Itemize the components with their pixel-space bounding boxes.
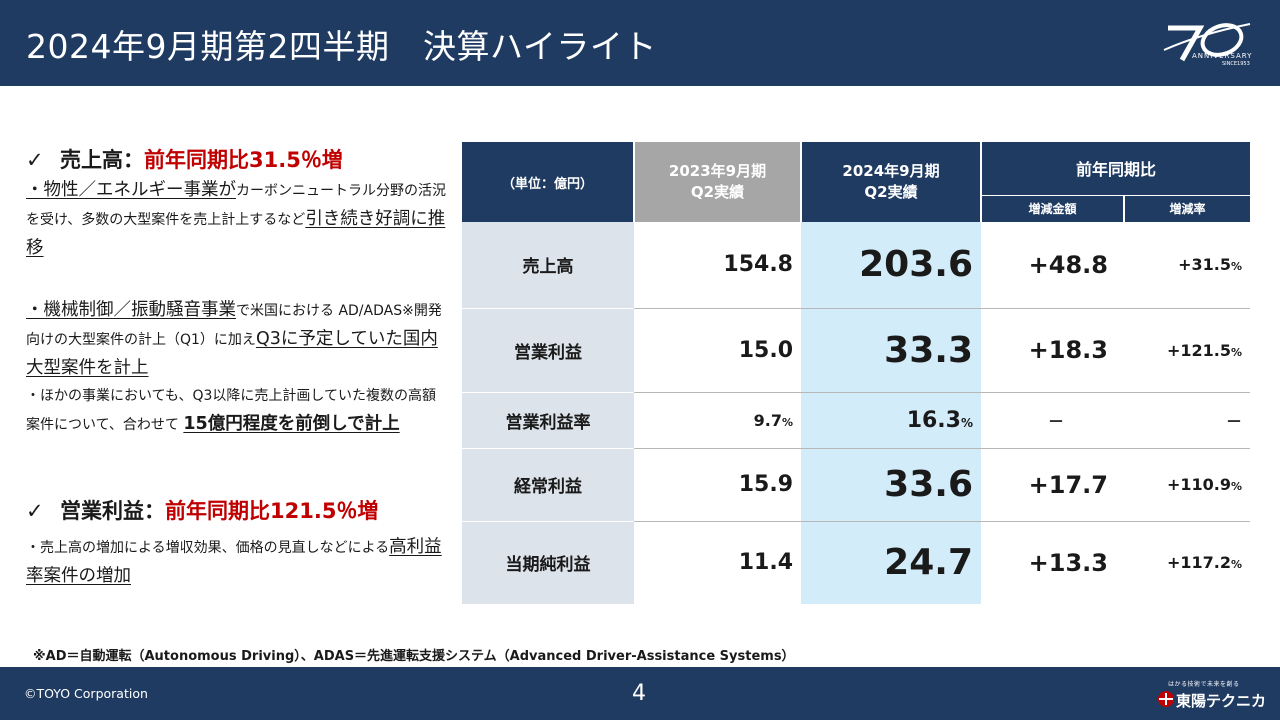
sales-growth: 前年同期比31.5％増: [144, 148, 343, 172]
current-value: 203.6: [801, 222, 981, 309]
table-row: 営業利益 15.0 33.3 +18.3 +121.5%: [462, 308, 1250, 393]
change-rate: +117.2%: [1166, 553, 1242, 573]
prev-value: 11.4: [738, 550, 793, 576]
change-amount-header: 増減金額: [980, 194, 1124, 222]
operating-profit-growth: 前年同期比121.5％増: [165, 499, 379, 523]
prev-value: 15.0: [634, 308, 801, 393]
row-label: 当期純利益: [462, 521, 634, 604]
current-value: 24.7: [801, 521, 981, 604]
current-value: 33.3: [801, 308, 981, 393]
sales-point-3: ・ほかの事業においても、Q3以降に売上計画していた複数の高額案件について、合わせ…: [26, 388, 436, 434]
prev-value: 9.7%: [634, 392, 801, 449]
anniversary-logo: [1163, 23, 1251, 62]
company-tagline: はかる技術で未来を創る: [1168, 681, 1240, 688]
anniversary-label: ANNIVERSARY: [1192, 52, 1253, 60]
change-amount: －: [981, 392, 1124, 449]
check-icon: ✓: [26, 499, 44, 523]
row-label: 経常利益: [462, 448, 634, 522]
change-amount: +17.7: [981, 448, 1124, 522]
current-value: 33.6: [801, 448, 981, 522]
table-row: 営業利益率 9.7% 16.3% － －: [462, 392, 1250, 449]
prev-value: 15.9: [634, 448, 801, 522]
current-period-header: 2024年9月期 Q2実績: [800, 142, 981, 222]
row-label: 売上高: [462, 222, 634, 309]
copyright: ©TOYO Corporation: [24, 686, 148, 701]
page-number: 4: [632, 681, 646, 706]
prev-period-header: 2023年9月期 Q2実績: [633, 142, 801, 222]
financial-table: （単位：億円） 2023年9月期 Q2実績 2024年9月期 Q2実績 前年同期比 …: [462, 142, 1250, 604]
change-amount: +48.8: [981, 222, 1124, 309]
anniversary-since: SINCE1953: [1222, 61, 1250, 67]
change-rate: +121.5%: [1124, 308, 1250, 393]
change-rate: +31.5%: [1124, 222, 1250, 309]
footnote: ※AD＝自動運転（Autonomous Driving）、ADAS＝先進運転支援…: [33, 649, 795, 664]
unit-header: （単位：億円）: [462, 142, 634, 222]
change-rate-header: 増減率: [1123, 194, 1250, 222]
company-logo-icon: [1158, 691, 1174, 707]
header-bar: 2024年9月期第2四半期 決算ハイライト ANNIVERSARY SINCE1…: [0, 0, 1280, 86]
change-rate: +110.9%: [1124, 448, 1250, 522]
row-label: 営業利益: [462, 308, 634, 393]
change-rate: －: [1124, 392, 1250, 449]
current-value: 16.3%: [801, 392, 981, 449]
operating-profit-point: ・売上高の増加による増収効果、価格の見直しなどによる高利益率案件の増加: [26, 537, 442, 586]
sales-heading: ✓ 売上高：前年同期比31.5％増: [26, 148, 343, 172]
table-row: 当期純利益 11.4 24.7 +13.3 +117.2%: [462, 521, 1250, 604]
sales-point-2: ・機械制御／振動騒音事業で米国における AD/ADAS※開発向けの大型案件の計上…: [26, 300, 442, 378]
change-amount: +18.3: [981, 308, 1124, 393]
check-icon: ✓: [26, 148, 44, 172]
row-label: 営業利益率: [462, 392, 634, 449]
table-row: 経常利益 15.9 33.6 +17.7 +110.9%: [462, 448, 1250, 522]
change-amount: +13.3: [1028, 548, 1108, 577]
operating-profit-heading: ✓ 営業利益：前年同期比121.5％増: [26, 499, 379, 523]
prev-value: 154.8: [634, 222, 801, 309]
yoy-header: 前年同期比: [980, 142, 1250, 195]
sales-point-1: ・物性／エネルギー事業がカーボンニュートラル分野の活況を受け、多数の大型案件を売…: [26, 180, 446, 258]
footer-bar: ©TOYO Corporation 4 はかる技術で未来を創る 東陽テクニカ: [0, 667, 1280, 720]
company-name: 東陽テクニカ: [1176, 692, 1267, 710]
table-row: 売上高 154.8 203.6 +48.8 +31.5%: [462, 222, 1250, 309]
page-title: 2024年9月期第2四半期 決算ハイライト: [26, 27, 657, 66]
